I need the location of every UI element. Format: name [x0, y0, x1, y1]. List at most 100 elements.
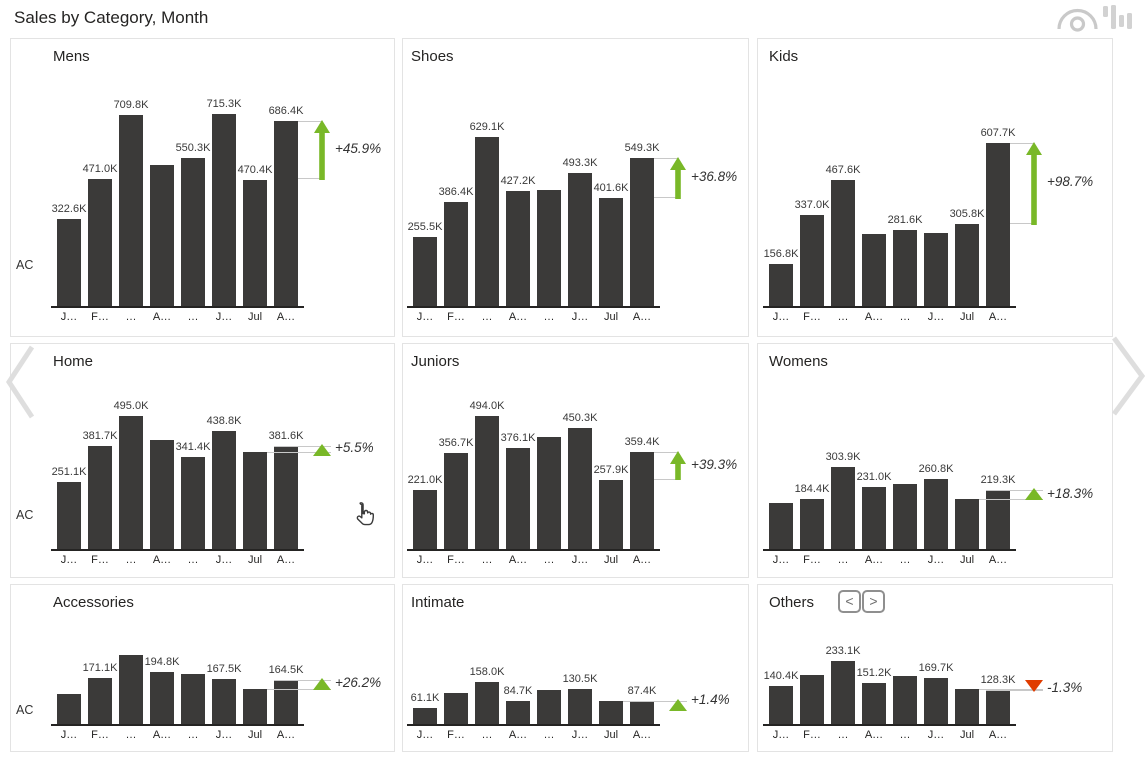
bar-kids-2[interactable]	[800, 215, 824, 306]
bar-intimate-1[interactable]	[413, 707, 437, 724]
bar-womens-1[interactable]	[769, 503, 793, 549]
bar-shoes-2[interactable]	[444, 202, 468, 306]
bar-kids-5[interactable]	[893, 230, 917, 306]
bar-home-2[interactable]	[88, 446, 112, 549]
bar-kids-4[interactable]	[862, 233, 886, 306]
bar-juniors-7[interactable]	[599, 479, 623, 549]
bar-juniors-1[interactable]	[413, 489, 437, 549]
bar-accessories-4[interactable]	[150, 671, 174, 724]
change-line-bottom	[979, 499, 1043, 501]
bar-shoes-6[interactable]	[568, 173, 592, 306]
x-tick-label: …	[481, 729, 493, 741]
bar-others-8[interactable]	[986, 689, 1010, 724]
x-tick-label: Jul	[247, 311, 263, 323]
bar-womens-4[interactable]	[862, 486, 886, 549]
bar-mens-4[interactable]	[150, 165, 174, 306]
bar-mens-6[interactable]	[212, 113, 236, 306]
others-prev-button[interactable]: <	[838, 590, 861, 613]
change-percent-label: +45.9%	[335, 141, 382, 157]
bar-shoes-8[interactable]	[630, 158, 654, 306]
bar-shoes-4[interactable]	[506, 191, 530, 306]
bar-home-4[interactable]	[150, 440, 174, 549]
x-tick-label: A…	[152, 554, 172, 566]
bar-home-8[interactable]	[274, 446, 298, 549]
bar-shoes-5[interactable]	[537, 189, 561, 306]
bar-value-label: 376.1K	[500, 431, 536, 444]
x-tick-label: A…	[864, 554, 884, 566]
bar-mens-7[interactable]	[243, 179, 267, 306]
bar-others-2[interactable]	[800, 675, 824, 724]
x-tick-label: J…	[571, 554, 589, 566]
bar-home-6[interactable]	[212, 431, 236, 549]
bar-accessories-6[interactable]	[212, 678, 236, 724]
bar-mens-2[interactable]	[88, 179, 112, 306]
bar-kids-6[interactable]	[924, 232, 948, 306]
bar-womens-7[interactable]	[955, 499, 979, 549]
bar-intimate-2[interactable]	[444, 693, 468, 724]
bar-others-3[interactable]	[831, 661, 855, 724]
others-next-button[interactable]: >	[862, 590, 885, 613]
x-tick-label: …	[125, 729, 137, 741]
bar-kids-1[interactable]	[769, 263, 793, 306]
bar-intimate-5[interactable]	[537, 689, 561, 724]
bar-kids-3[interactable]	[831, 180, 855, 306]
bar-accessories-8[interactable]	[274, 679, 298, 724]
bar-accessories-3[interactable]	[119, 655, 143, 724]
bar-value-label: 401.6K	[593, 182, 629, 194]
chevron-left-icon[interactable]	[2, 344, 36, 420]
bar-shoes-3[interactable]	[475, 136, 499, 306]
bar-home-1[interactable]	[57, 481, 81, 549]
bar-kids-8[interactable]	[986, 142, 1010, 306]
bar-mens-1[interactable]	[57, 219, 81, 306]
bar-home-3[interactable]	[119, 415, 143, 549]
bar-others-7[interactable]	[955, 689, 979, 724]
bar-value-label: 709.8K	[113, 99, 149, 112]
bar-accessories-1[interactable]	[57, 693, 81, 724]
bar-others-4[interactable]	[862, 683, 886, 724]
bar-value-label: 495.0K	[113, 399, 149, 412]
bar-mens-5[interactable]	[181, 158, 205, 306]
chevron-right-icon[interactable]	[1111, 335, 1147, 417]
bar-value-label: 221.0K	[407, 473, 443, 486]
bar-mens-3[interactable]	[119, 115, 143, 306]
bar-others-1[interactable]	[769, 686, 793, 724]
bar-home-7[interactable]	[243, 451, 267, 549]
bar-womens-3[interactable]	[831, 467, 855, 549]
bar-accessories-5[interactable]	[181, 674, 205, 724]
bar-womens-6[interactable]	[924, 478, 948, 549]
bar-intimate-7[interactable]	[599, 700, 623, 724]
bar-womens-5[interactable]	[893, 483, 917, 549]
bar-shoes-7[interactable]	[599, 198, 623, 306]
bar-value-label: 61.1K	[410, 691, 440, 704]
bar-intimate-4[interactable]	[506, 701, 530, 724]
bar-juniors-4[interactable]	[506, 447, 530, 549]
bar-accessories-7[interactable]	[243, 688, 267, 724]
bar-intimate-3[interactable]	[475, 681, 499, 724]
bar-home-5[interactable]	[181, 457, 205, 549]
bar-juniors-5[interactable]	[537, 436, 561, 549]
data-bars-icon[interactable]	[1101, 3, 1137, 31]
bar-mens-8[interactable]	[274, 121, 298, 306]
bar-shoes-1[interactable]	[413, 237, 437, 306]
bar-value-label: 686.4K	[268, 105, 304, 118]
bar-intimate-6[interactable]	[568, 688, 592, 724]
x-tick-label: J…	[416, 729, 434, 741]
bar-womens-2[interactable]	[800, 499, 824, 549]
bar-others-6[interactable]	[924, 678, 948, 724]
bar-juniors-8[interactable]	[630, 452, 654, 549]
bar-value-label: 381.7K	[82, 430, 118, 443]
x-tick-label: Jul	[603, 554, 619, 566]
bar-juniors-6[interactable]	[568, 427, 592, 549]
eye-icon[interactable]	[1056, 3, 1100, 33]
change-percent-label: +39.3%	[691, 457, 738, 472]
panel-others: Others < >140.4K J… F… 233.1K … 151.2K A… … 169.7K…	[757, 584, 1113, 752]
bar-kids-7[interactable]	[955, 223, 979, 306]
x-tick-label: A…	[864, 729, 884, 741]
bar-accessories-2[interactable]	[88, 678, 112, 724]
x-tick-label: …	[837, 729, 849, 741]
bar-intimate-8[interactable]	[630, 700, 654, 724]
bar-juniors-3[interactable]	[475, 416, 499, 549]
bar-value-label: 322.6K	[51, 203, 87, 216]
bar-juniors-2[interactable]	[444, 453, 468, 549]
bar-others-5[interactable]	[893, 676, 917, 724]
